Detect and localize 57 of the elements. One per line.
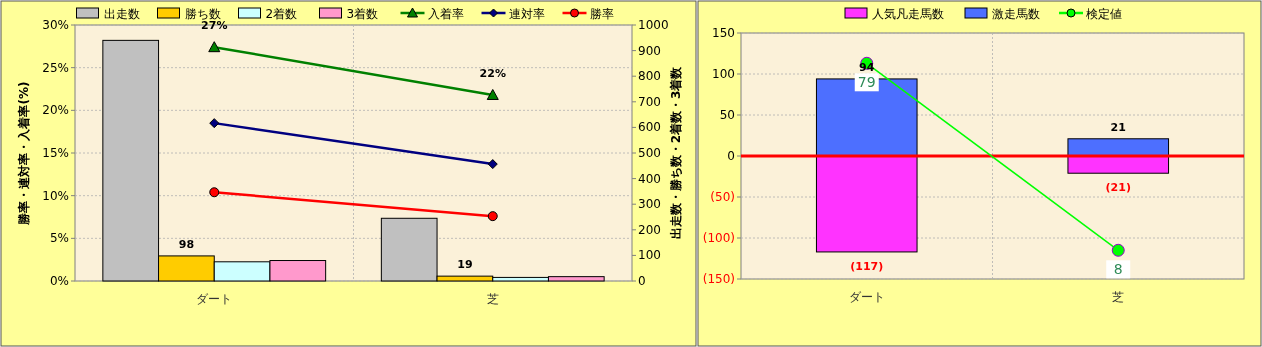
point bbox=[209, 118, 220, 129]
point bbox=[487, 159, 498, 170]
data-label: 79 bbox=[857, 74, 876, 91]
y-tick-label: 5% bbox=[49, 231, 69, 246]
y-tick-label: 10% bbox=[42, 188, 69, 203]
data-label: 21 bbox=[1110, 120, 1126, 134]
y2-tick-label: 200 bbox=[638, 222, 661, 237]
legend-label: 連対率 bbox=[508, 7, 545, 21]
bar bbox=[815, 155, 918, 253]
data-label: (21) bbox=[1105, 181, 1131, 195]
legend-label: 検定値 bbox=[1086, 7, 1122, 21]
data-label: 27% bbox=[201, 19, 228, 33]
legend-label: 出走数 bbox=[103, 7, 140, 21]
legend-label: 激走馬数 bbox=[992, 7, 1040, 21]
y2-tick-label: 100 bbox=[638, 248, 661, 263]
y2-tick-label: 300 bbox=[638, 197, 661, 212]
data-label: 22% bbox=[479, 66, 506, 80]
y2-tick-label: 0 bbox=[638, 274, 646, 288]
legend-label: 入着率 bbox=[427, 7, 464, 21]
x-tick-label: 芝 bbox=[486, 292, 499, 306]
y-tick-label: 100 bbox=[712, 67, 735, 81]
data-label: 8 bbox=[1113, 261, 1123, 278]
y-axis-title: 勝率・連対率・入着率(%) bbox=[17, 81, 31, 226]
x-tick-label: ダート bbox=[848, 290, 885, 304]
y-tick-label: 15% bbox=[42, 146, 69, 160]
y-tick-label: 0% bbox=[49, 274, 69, 288]
legend-label: 人気凡走馬数 bbox=[872, 7, 944, 21]
legend-label: 勝ち数 bbox=[184, 7, 221, 21]
data-label: (117) bbox=[850, 259, 884, 273]
y2-tick-label: 400 bbox=[638, 171, 661, 186]
legend-label: 勝率 bbox=[589, 7, 614, 21]
y-tick-label: 0 bbox=[727, 149, 735, 163]
y-tick-label: 50 bbox=[719, 108, 735, 122]
y2-tick-label: 1000 bbox=[638, 18, 669, 32]
y2-axis-title: 出走数・勝ち数・2着数・3着数 bbox=[669, 65, 683, 240]
x-tick-label: ダート bbox=[196, 292, 233, 306]
y2-tick-label: 800 bbox=[638, 69, 661, 84]
legend-label: 2着数 bbox=[265, 7, 298, 21]
y-tick-label: (50) bbox=[710, 190, 735, 204]
y2-tick-label: 900 bbox=[638, 43, 661, 58]
y-tick-label: (100) bbox=[702, 231, 735, 245]
y2-tick-label: 600 bbox=[638, 120, 661, 135]
point bbox=[487, 211, 498, 222]
y2-tick-label: 700 bbox=[638, 94, 661, 109]
data-label: 19 bbox=[457, 258, 473, 272]
y-tick-label: 150 bbox=[712, 26, 735, 40]
y-tick-label: 25% bbox=[42, 60, 69, 75]
point bbox=[209, 187, 220, 198]
data-label: 98 bbox=[178, 237, 195, 251]
legend-label: 3着数 bbox=[346, 7, 379, 21]
y-tick-label: (150) bbox=[702, 272, 735, 286]
y-tick-label: 20% bbox=[42, 103, 69, 118]
y-tick-label: 30% bbox=[42, 18, 69, 32]
y2-tick-label: 500 bbox=[638, 146, 661, 160]
x-tick-label: 芝 bbox=[1112, 290, 1125, 304]
bar bbox=[1067, 138, 1170, 157]
bar bbox=[815, 78, 918, 157]
